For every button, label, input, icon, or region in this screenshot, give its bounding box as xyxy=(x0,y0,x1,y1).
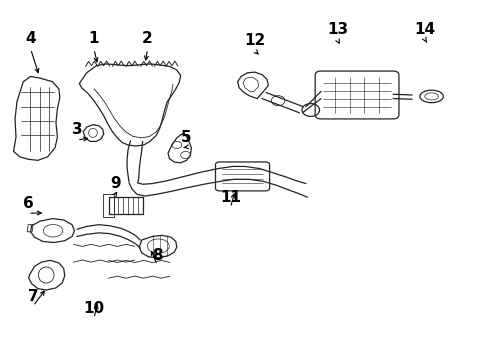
Text: 7: 7 xyxy=(28,289,38,303)
Text: 2: 2 xyxy=(142,31,153,46)
Text: 1: 1 xyxy=(89,31,99,46)
Text: 9: 9 xyxy=(111,176,121,191)
Text: 8: 8 xyxy=(152,248,163,262)
Text: 11: 11 xyxy=(220,190,241,205)
Text: 13: 13 xyxy=(327,22,348,37)
Text: 10: 10 xyxy=(83,301,104,316)
Text: 3: 3 xyxy=(72,122,82,138)
Text: 12: 12 xyxy=(244,33,266,48)
Text: 14: 14 xyxy=(415,22,436,37)
Text: 5: 5 xyxy=(181,130,192,145)
Text: 4: 4 xyxy=(25,31,36,46)
Text: 6: 6 xyxy=(23,196,33,211)
